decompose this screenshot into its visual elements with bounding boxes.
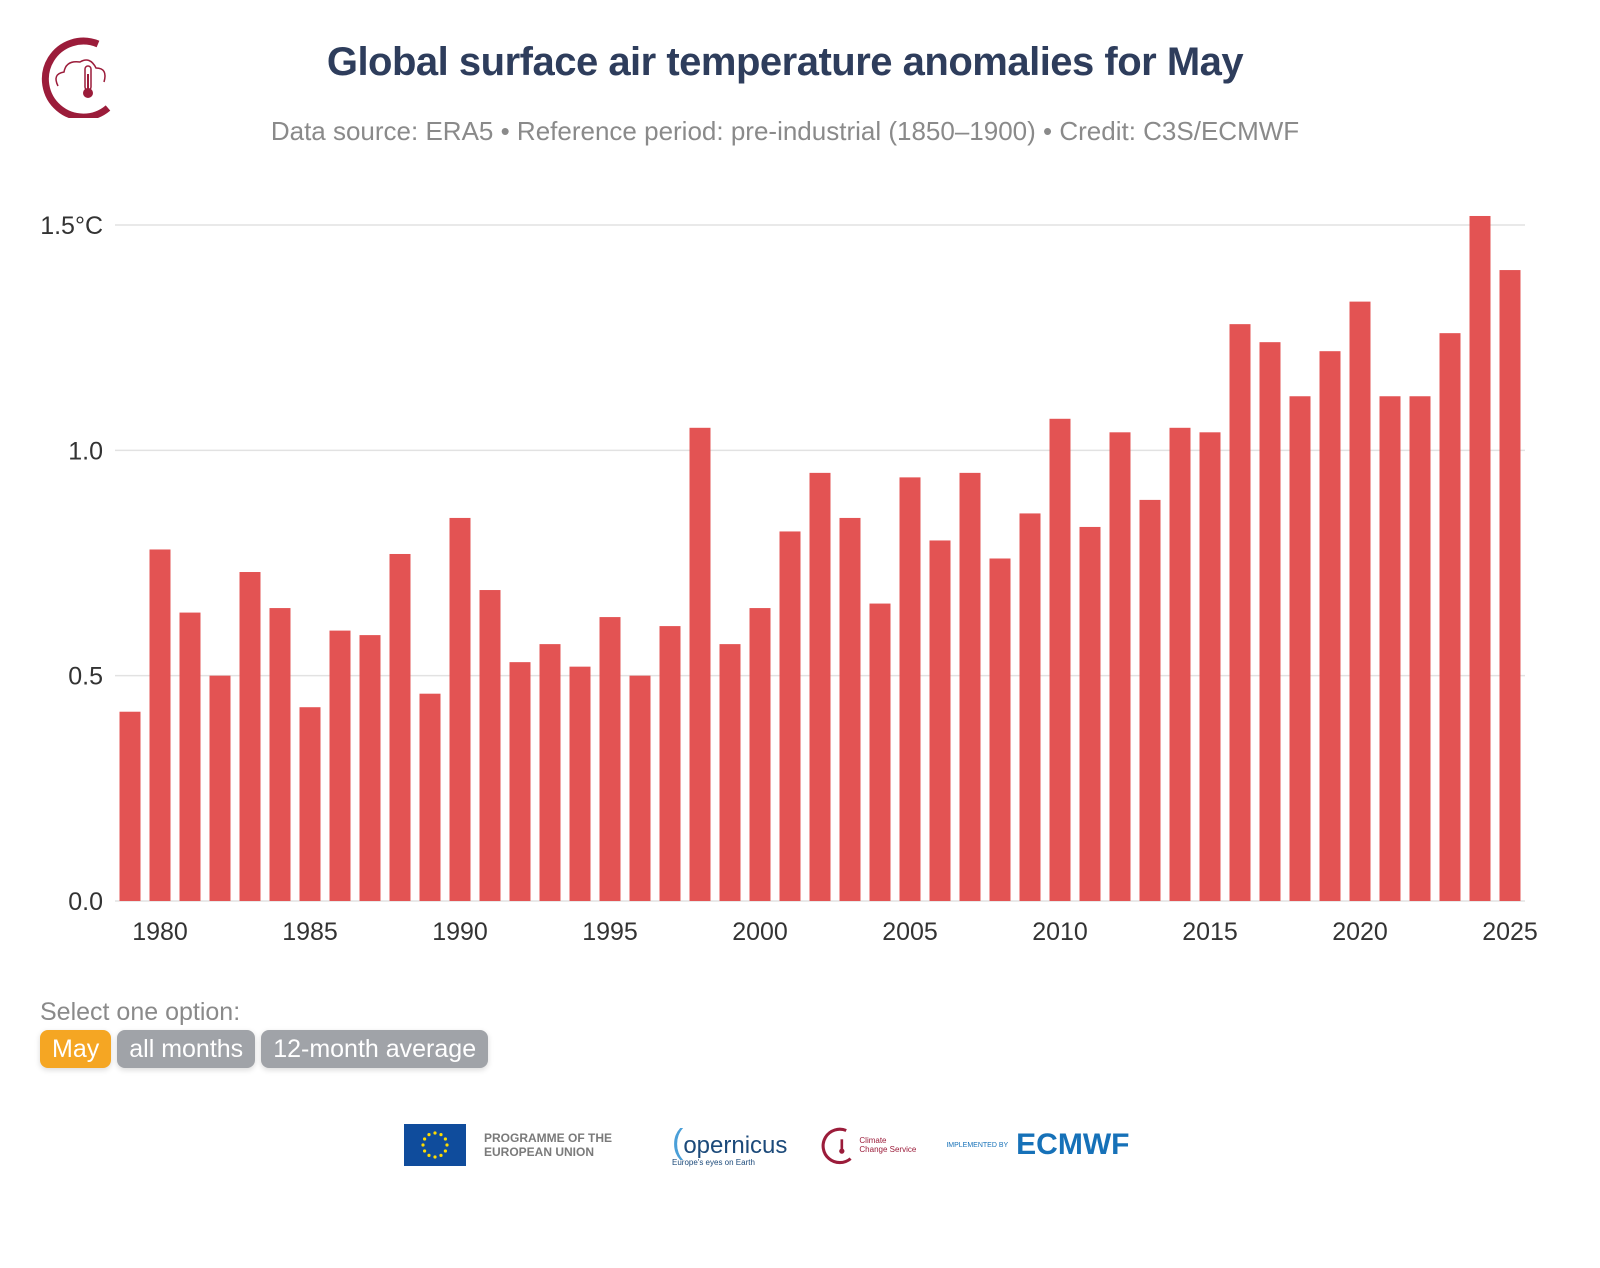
- bar-1985: [299, 707, 321, 901]
- bar-2000: [749, 608, 771, 901]
- bar-2009: [1019, 513, 1041, 901]
- x-tick-label: 2000: [732, 918, 788, 946]
- bar-1992: [509, 662, 531, 901]
- bar-2003: [839, 517, 861, 901]
- selector-label: Select one option:: [40, 998, 241, 1026]
- x-tick-label: 2010: [1032, 918, 1088, 946]
- bar-1979: [119, 711, 141, 901]
- bar-2002: [809, 472, 831, 901]
- copernicus-text: opernicus: [683, 1132, 788, 1159]
- bar-1990: [449, 517, 471, 901]
- chart-title: Global surface air temperature anomalies…: [326, 40, 1244, 84]
- bar-1998: [689, 427, 711, 901]
- option-may[interactable]: May: [40, 1030, 112, 1068]
- bar-2021: [1379, 396, 1401, 901]
- option-all-months[interactable]: all months: [117, 1030, 256, 1068]
- x-tick-label: 1985: [282, 918, 338, 946]
- c3s-logo-icon: [41, 37, 111, 118]
- bar-1984: [269, 608, 291, 901]
- bar-2018: [1289, 396, 1311, 901]
- bar-1981: [179, 612, 201, 901]
- bar-2023: [1439, 333, 1461, 901]
- x-tick-label: 2020: [1332, 918, 1388, 946]
- implemented-by-text: IMPLEMENTED BY: [946, 1141, 1009, 1149]
- footer-logos: PROGRAMME OF THE EUROPEAN UNION (opernic…: [404, 1120, 1129, 1170]
- ecmwf-logo: ECMWF: [1016, 1128, 1130, 1161]
- bar-2011: [1079, 526, 1101, 901]
- bar-2006: [929, 540, 951, 901]
- bar-2008: [989, 558, 1011, 901]
- copernicus-logo: (opernicus Europe's eyes on Earth: [672, 1123, 788, 1167]
- bar-1983: [239, 572, 261, 901]
- bar-2013: [1139, 499, 1161, 901]
- bar-1997: [659, 626, 681, 901]
- chart-subtitle: Data source: ERA5 • Reference period: pr…: [270, 116, 1300, 146]
- eu-programme-text: PROGRAMME OF THE EUROPEAN UNION: [484, 1131, 612, 1159]
- bar-2019: [1319, 351, 1341, 902]
- c3s-line2: Change Service: [859, 1145, 917, 1154]
- x-tick-label: 2015: [1182, 918, 1238, 946]
- bar-2024: [1469, 215, 1491, 901]
- bar-1991: [479, 590, 501, 901]
- option-selector: May all months 12-month average: [40, 1030, 489, 1068]
- c3s-line1: Climate: [859, 1136, 887, 1145]
- bar-2004: [869, 603, 891, 901]
- bar-2016: [1229, 324, 1251, 901]
- bar-1995: [599, 617, 621, 901]
- bar-2012: [1109, 432, 1131, 901]
- bar-1980: [149, 549, 171, 901]
- eu-flag-icon: [404, 1124, 466, 1166]
- bar-chart: 0.0 0.5 1.0 1.5°C 1980 1985 1990 1995 2000 2005 20…: [40, 212, 1538, 946]
- copernicus-tagline: Europe's eyes on Earth: [672, 1158, 755, 1167]
- bar-2020: [1349, 301, 1371, 901]
- bar-2014: [1169, 427, 1191, 901]
- bar-1986: [329, 630, 351, 901]
- bar-1987: [359, 635, 381, 901]
- y-tick-label: 1.5°C: [40, 212, 103, 240]
- y-tick-label: 0.5: [68, 663, 103, 691]
- x-tick-label: 1990: [432, 918, 488, 946]
- bar-1999: [719, 644, 741, 901]
- bar-1982: [209, 675, 231, 901]
- bar-1993: [539, 644, 561, 901]
- c3s-small-icon: [821, 1127, 852, 1165]
- x-tick-label: 1995: [582, 918, 638, 946]
- x-tick-label: 1980: [132, 918, 188, 946]
- c3s-footer-logo: Climate Change Service: [819, 1125, 916, 1165]
- bar-2007: [959, 472, 981, 901]
- bar-1989: [419, 693, 441, 901]
- bar-2025: [1499, 270, 1521, 902]
- bar-2010: [1049, 418, 1071, 901]
- y-tick-label: 1.0: [68, 437, 103, 465]
- bar-2015: [1199, 432, 1221, 901]
- bar-1988: [389, 553, 411, 901]
- bar-2005: [899, 477, 921, 901]
- bar-1994: [569, 666, 591, 901]
- bar-1996: [629, 675, 651, 901]
- bar-2017: [1259, 342, 1281, 901]
- bar-2001: [779, 531, 801, 901]
- x-tick-label: 2025: [1482, 918, 1538, 946]
- bar-2022: [1409, 396, 1431, 901]
- x-tick-label: 2005: [882, 918, 938, 946]
- y-tick-label: 0.0: [68, 888, 103, 916]
- option-12-month-average[interactable]: 12-month average: [261, 1030, 489, 1068]
